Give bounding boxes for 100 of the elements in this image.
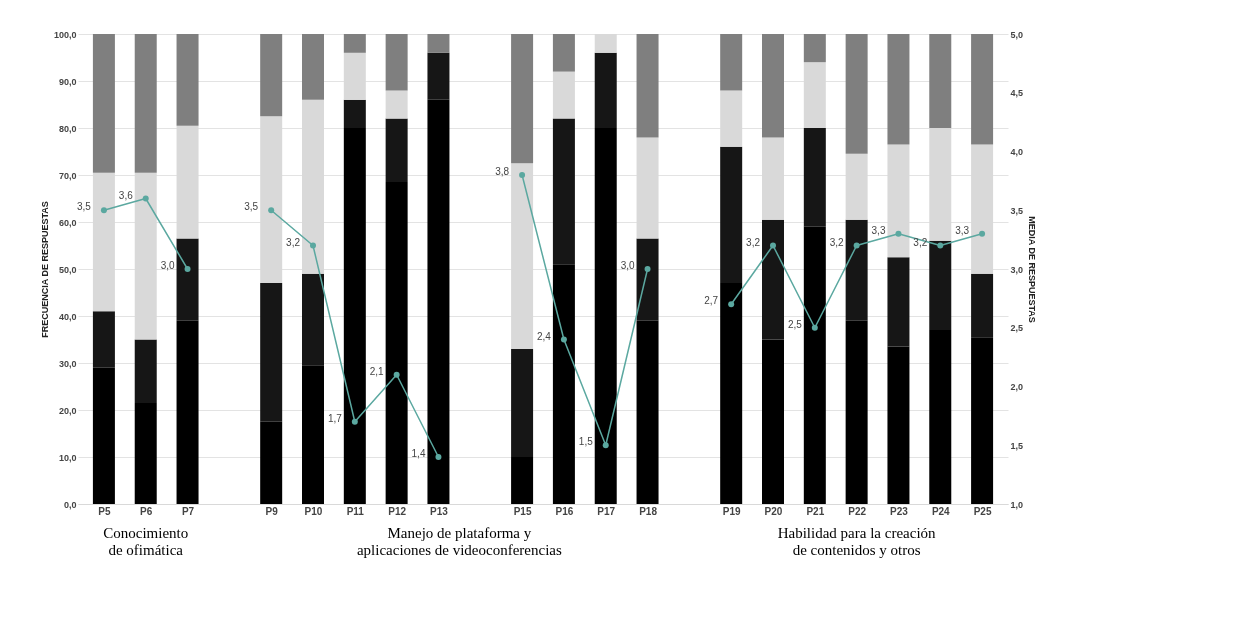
x-tick-label: P11 [346,505,365,517]
data-label: 1,5 [578,436,594,448]
bar [803,34,826,63]
point [895,230,902,237]
y-tick-label: 30,0 [58,358,77,369]
bar [594,52,617,128]
point [351,418,358,425]
bar [803,226,826,504]
data-label: 2,5 [787,318,803,330]
bar [929,34,952,128]
y2-axis-title: MEDIA DE RESPUESTAS [1027,216,1038,323]
point [728,301,735,308]
point [602,442,609,449]
bar [385,118,408,183]
x-tick-label: P23 [890,505,909,517]
point [184,266,191,272]
point [310,242,316,249]
x-tick-label: P7 [181,505,195,517]
bar [636,320,659,504]
data-label: 1,7 [327,412,343,424]
bar [511,457,534,504]
data-label: 3,5 [244,201,259,213]
x-tick-label: P19 [722,505,742,517]
bar [887,346,910,504]
point [268,207,275,214]
y2-tick-label: 1,0 [1010,499,1024,510]
x-tick-label: P12 [388,505,407,517]
y-tick-label: 20,0 [58,405,77,416]
point [811,324,818,331]
y-tick-label: 80,0 [58,123,77,134]
bar [887,257,910,347]
bar [762,219,784,340]
x-tick-label: P5 [98,505,111,517]
bar [302,34,324,100]
x-tick-label: P17 [597,505,616,517]
bar [260,283,283,422]
y-tick-label: 0,0 [63,499,77,510]
y2-tick-label: 2,5 [1010,323,1024,334]
bar [971,337,994,504]
point [519,172,526,178]
data-label: 3,0 [620,260,635,271]
data-label: 3,2 [829,236,845,248]
bar [385,182,408,504]
y-tick-label: 90,0 [58,76,77,87]
bar [511,348,534,457]
bar [845,34,868,154]
x-tick-label: P18 [639,505,658,517]
y-tick-label: 40,0 [58,311,77,322]
data-label: 2,1 [369,365,385,377]
x-tick-label: P13 [430,505,449,517]
bar [720,34,743,91]
bar [552,264,575,504]
bar [134,339,157,403]
bar [134,34,157,173]
bar [552,34,575,72]
y2-tick-label: 4,0 [1010,147,1024,157]
data-label: 3,0 [160,260,175,271]
data-label: 3,3 [871,224,886,236]
data-label: 2,4 [537,330,552,342]
bar [302,273,324,366]
x-tick-label: P25 [973,505,992,517]
data-label: 3,3 [955,224,970,236]
bar [511,34,534,164]
bar [92,34,115,173]
bar [385,90,408,119]
y2-tick-label: 3,5 [1010,205,1024,216]
bar [845,320,868,504]
data-label: 3,2 [746,236,761,248]
point [393,371,400,378]
bar [302,365,324,504]
x-tick-label: P10 [304,505,323,517]
bar [260,34,283,117]
y-axis-title: FRECUENCIA DE RESPUESTAS [39,201,50,338]
x-tick-label: P22 [848,505,867,517]
bar [971,34,994,145]
bar [176,238,199,321]
bar [427,34,450,53]
bar [636,34,659,138]
bar [343,34,366,53]
y2-tick-label: 2,0 [1010,382,1024,392]
bar [636,238,659,321]
text: Conocimiento de ofimática [103,525,189,558]
x-tick-label: P24 [931,505,951,517]
bar [552,118,575,265]
point [644,266,651,272]
bar [427,99,450,504]
y2-tick-label: 3,0 [1010,264,1024,275]
point [100,207,107,214]
x-tick-label: P6 [140,505,153,517]
y-tick-label: 60,0 [58,217,77,228]
data-label: 1,4 [411,448,426,459]
y-tick-label: 10,0 [58,452,77,463]
data-label: 3,6 [118,189,134,201]
bar [845,219,868,321]
bar [720,146,743,284]
bar [176,320,199,504]
point [770,242,776,249]
point [560,336,567,343]
bar [92,311,115,368]
data-label: 2,7 [704,295,719,307]
